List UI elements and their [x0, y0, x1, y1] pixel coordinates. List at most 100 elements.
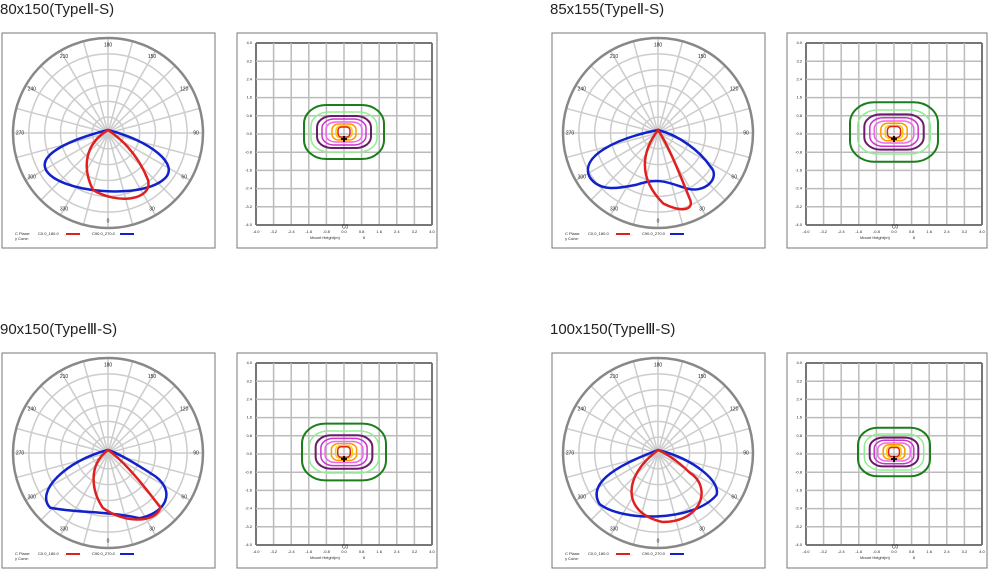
y-label: -3.2	[245, 204, 253, 209]
angle-label: 150	[698, 54, 707, 60]
polar-spoke	[40, 65, 109, 134]
curve-c0	[85, 128, 150, 200]
legend-entry: C0.0_180.0	[588, 551, 609, 556]
y-label: 0.8	[796, 433, 802, 438]
x-label: 0.0	[891, 229, 897, 234]
polar-spoke	[657, 452, 684, 545]
polar-spoke	[657, 132, 750, 159]
angle-label: 270	[566, 450, 575, 456]
polar-spoke	[59, 50, 109, 134]
legend-entry: C90.0_270.0	[92, 551, 116, 556]
polar-spoke	[107, 65, 176, 134]
axis-label: Mount Height(m)	[860, 555, 890, 560]
isolux-contour	[314, 434, 374, 470]
y-label: 1.6	[246, 415, 252, 420]
polar-spoke	[107, 132, 157, 216]
polar-spoke	[107, 361, 134, 454]
height-label: 6	[363, 555, 366, 560]
x-label: 3.2	[412, 229, 418, 234]
curve-c90	[44, 448, 168, 520]
y-label: -2.4	[795, 506, 803, 511]
isolux-contour	[316, 115, 372, 149]
angle-label: 90	[193, 130, 199, 136]
y-label: -3.2	[795, 524, 803, 529]
x-label: 0.0	[341, 229, 347, 234]
y-label: -2.4	[245, 186, 253, 191]
angle-label: 240	[578, 86, 587, 92]
polar-spoke	[575, 404, 659, 454]
angle-label: 0	[107, 218, 110, 224]
isolux-contour	[320, 437, 368, 467]
y-label: 2.4	[796, 396, 802, 401]
angle-label: 90	[743, 450, 749, 456]
polar-spoke	[632, 41, 659, 134]
x-label: 2.4	[394, 549, 400, 554]
legend-entry: C0.0_180.0	[588, 231, 609, 236]
y-label: 0.0	[246, 131, 252, 136]
angle-label: 270	[566, 130, 575, 136]
polar-spoke	[657, 65, 726, 134]
polar-spoke	[657, 132, 707, 216]
curve-c0	[630, 448, 703, 524]
isolux-contour	[868, 436, 920, 468]
y-label: 4.0	[246, 40, 252, 45]
polar-spoke	[107, 41, 134, 134]
polar-spoke	[590, 385, 659, 454]
isolux-contour	[324, 440, 364, 464]
polar-spoke	[657, 84, 741, 134]
y-label: -4.0	[795, 542, 803, 547]
y-label: 0.8	[246, 433, 252, 438]
angle-label: 30	[149, 207, 155, 213]
x-label: -1.6	[305, 549, 313, 554]
y-label: -1.6	[795, 167, 803, 172]
angle-label: 180	[654, 42, 663, 48]
y-label: 3.2	[796, 378, 802, 383]
x-label: 2.4	[944, 549, 950, 554]
polar-spoke	[40, 132, 109, 201]
y-label: 4.0	[246, 360, 252, 365]
y-label: 4.0	[796, 360, 802, 365]
isolux-contour	[849, 101, 939, 163]
legend-label: γ Cone:	[565, 556, 579, 561]
polar-spoke	[657, 452, 750, 479]
isolux-frame	[236, 352, 438, 569]
x-label: -1.6	[855, 229, 863, 234]
x-label: 4.0	[979, 229, 985, 234]
legend-entry: C0.0_180.0	[38, 551, 59, 556]
legend-entry: C90.0_270.0	[642, 551, 666, 556]
y-label: -0.8	[245, 149, 253, 154]
y-label: -2.4	[245, 506, 253, 511]
polar-spoke	[657, 427, 750, 454]
x-label: 3.2	[962, 229, 968, 234]
polar-outer-ring	[11, 36, 205, 230]
curve-c90	[595, 448, 719, 518]
polar-spoke	[609, 452, 659, 536]
polar-spoke	[657, 107, 750, 134]
angle-label: 210	[60, 374, 69, 380]
isolux-contour	[863, 113, 925, 151]
legend-label: γ Cone:	[15, 236, 29, 241]
polar-spoke	[107, 452, 176, 521]
polar-spoke	[575, 84, 659, 134]
x-label: -3.2	[820, 229, 828, 234]
y-label: 2.4	[246, 396, 252, 401]
curve-c90	[586, 128, 716, 191]
polar-spoke	[632, 361, 659, 454]
x-label: -2.4	[838, 549, 846, 554]
isolux-contour	[857, 426, 931, 478]
y-label: -1.6	[795, 487, 803, 492]
isolux-contour	[321, 118, 367, 146]
polar-spoke	[107, 452, 157, 536]
polar-spoke	[657, 404, 741, 454]
y-label: -0.8	[795, 469, 803, 474]
plane-label: C0	[892, 224, 899, 230]
polar-outer-ring	[561, 356, 755, 550]
y-label: 0.0	[796, 451, 802, 456]
x-label: -0.8	[873, 229, 881, 234]
height-label: 6	[363, 235, 366, 240]
polar-spoke	[107, 84, 191, 134]
angle-label: 150	[148, 374, 157, 380]
y-label: -4.0	[245, 222, 253, 227]
angle-label: 30	[699, 527, 705, 533]
legend-label: C Plane:	[565, 231, 580, 236]
